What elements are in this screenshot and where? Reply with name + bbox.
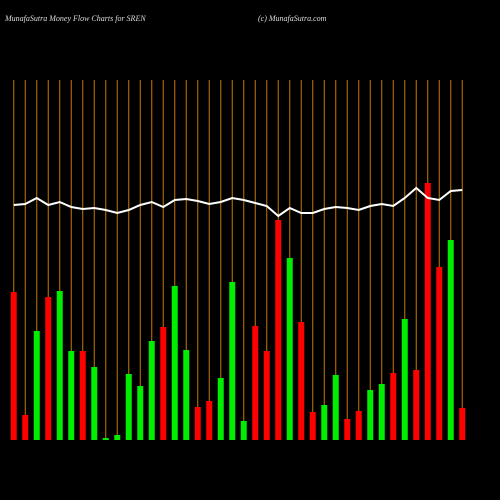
bar <box>171 286 178 440</box>
bar <box>137 386 144 440</box>
chart-subtitle: (c) MunafaSutra.com <box>258 14 327 23</box>
bar <box>378 384 385 440</box>
bar <box>102 438 109 440</box>
money-flow-line <box>13 186 463 218</box>
bar <box>183 350 190 440</box>
bar <box>217 378 224 440</box>
bar <box>33 331 40 440</box>
bar <box>22 415 29 440</box>
bar <box>413 370 420 440</box>
bar <box>321 405 328 440</box>
bar <box>263 351 270 440</box>
bar <box>459 408 466 440</box>
bar <box>240 421 247 440</box>
bar <box>436 267 443 440</box>
bar <box>355 411 362 440</box>
bar <box>298 322 305 440</box>
bar <box>160 327 167 440</box>
bar <box>332 375 339 440</box>
bar <box>252 326 259 440</box>
bar <box>125 374 132 440</box>
bar <box>390 373 397 440</box>
bar <box>114 435 121 440</box>
bar <box>56 291 63 440</box>
bar <box>148 341 155 440</box>
bar <box>206 401 213 440</box>
bar <box>367 390 374 440</box>
bar <box>79 351 86 440</box>
bar <box>447 240 454 440</box>
bar <box>401 319 408 440</box>
bar <box>286 258 293 440</box>
chart-title: MunafaSutra Money Flow Charts for SREN <box>4 14 146 23</box>
bar <box>45 297 52 440</box>
bar <box>194 407 201 440</box>
bar <box>91 367 98 440</box>
bar <box>424 183 431 440</box>
bar <box>229 282 236 440</box>
bar <box>68 351 75 440</box>
bar <box>10 292 17 440</box>
bar <box>309 412 316 440</box>
bar <box>275 220 282 440</box>
bar <box>344 419 351 440</box>
